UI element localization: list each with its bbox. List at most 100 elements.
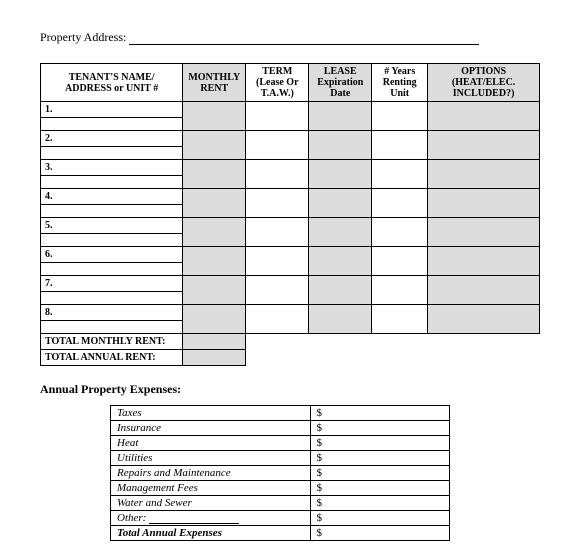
total-annual-row: TOTAL ANNUAL RENT: [41,350,540,366]
cell-rent[interactable] [183,305,246,334]
cell-options[interactable] [428,276,540,305]
total-monthly-row: TOTAL MONTHLY RENT: [41,334,540,350]
cell-rent[interactable] [183,189,246,218]
cell-options[interactable] [428,247,540,276]
cell-term[interactable] [246,102,309,131]
tenant-table: TENANT'S NAME/ ADDRESS or UNIT # MONTHLY… [40,63,540,366]
cell-years[interactable] [372,102,428,131]
expense-row: Utilities$ [111,451,450,466]
tenant-row-3: 3. [41,160,540,176]
row-number: 1. [41,102,183,118]
expense-amount[interactable]: $ [310,406,449,421]
cell-lease[interactable] [309,160,372,189]
expense-amount[interactable]: $ [310,421,449,436]
cell-options[interactable] [428,131,540,160]
tenant-name-cell[interactable] [41,205,183,218]
col-header-lease: LEASE Expiration Date [309,64,372,102]
cell-years[interactable] [372,160,428,189]
expense-amount[interactable]: $ [310,511,449,526]
cell-years[interactable] [372,189,428,218]
tenant-name-cell[interactable] [41,292,183,305]
col-header-options: OPTIONS (HEAT/ELEC. INCLUDED?) [428,64,540,102]
col-header-years: # Years Renting Unit [372,64,428,102]
cell-lease[interactable] [309,189,372,218]
cell-term[interactable] [246,189,309,218]
cell-term[interactable] [246,276,309,305]
total-annual-value[interactable] [183,350,246,366]
expense-total-label: Total Annual Expenses [111,526,311,541]
expense-row: Heat$ [111,436,450,451]
tenant-name-cell[interactable] [41,118,183,131]
expense-label: Management Fees [111,481,311,496]
tenant-row-5: 5. [41,218,540,234]
expense-label: Utilities [111,451,311,466]
tenant-name-cell[interactable] [41,321,183,334]
expense-row: Management Fees$ [111,481,450,496]
expense-row: Repairs and Maintenance$ [111,466,450,481]
cell-years[interactable] [372,305,428,334]
col-header-term: TERM (Lease Or T.A.W.) [246,64,309,102]
tenant-row-6: 6. [41,247,540,263]
expense-amount[interactable]: $ [310,496,449,511]
cell-rent[interactable] [183,218,246,247]
expense-label: Insurance [111,421,311,436]
cell-term[interactable] [246,160,309,189]
expense-total-amount[interactable]: $ [310,526,449,541]
expense-row-other: Other: $ [111,511,450,526]
cell-term[interactable] [246,247,309,276]
tenant-name-cell[interactable] [41,234,183,247]
cell-lease[interactable] [309,247,372,276]
row-number: 6. [41,247,183,263]
cell-rent[interactable] [183,276,246,305]
cell-lease[interactable] [309,276,372,305]
cell-options[interactable] [428,218,540,247]
row-number: 3. [41,160,183,176]
cell-rent[interactable] [183,131,246,160]
property-address-blank[interactable] [129,33,479,45]
cell-options[interactable] [428,189,540,218]
total-monthly-value[interactable] [183,334,246,350]
expense-amount[interactable]: $ [310,451,449,466]
tenant-name-cell[interactable] [41,263,183,276]
row-number: 2. [41,131,183,147]
cell-options[interactable] [428,102,540,131]
expense-label: Heat [111,436,311,451]
cell-lease[interactable] [309,102,372,131]
col-header-rent: MONTHLY RENT [183,64,246,102]
expense-amount[interactable]: $ [310,466,449,481]
cell-rent[interactable] [183,247,246,276]
expense-other-label: Other: [111,511,311,526]
expense-amount[interactable]: $ [310,436,449,451]
cell-term[interactable] [246,305,309,334]
cell-term[interactable] [246,218,309,247]
cell-lease[interactable] [309,218,372,247]
cell-rent[interactable] [183,102,246,131]
cell-years[interactable] [372,247,428,276]
tenant-name-cell[interactable] [41,147,183,160]
expense-label: Taxes [111,406,311,421]
expense-label: Water and Sewer [111,496,311,511]
expense-row: Insurance$ [111,421,450,436]
cell-options[interactable] [428,305,540,334]
row-number: 7. [41,276,183,292]
tenant-name-cell[interactable] [41,176,183,189]
row-number: 8. [41,305,183,321]
cell-options[interactable] [428,160,540,189]
cell-years[interactable] [372,276,428,305]
cell-years[interactable] [372,218,428,247]
cell-rent[interactable] [183,160,246,189]
total-annual-label: TOTAL ANNUAL RENT: [41,350,183,366]
row-number: 4. [41,189,183,205]
expense-other-blank[interactable] [149,514,239,524]
expenses-table: Taxes$ Insurance$ Heat$ Utilities$ Repai… [110,405,450,541]
cell-lease[interactable] [309,131,372,160]
cell-term[interactable] [246,131,309,160]
property-address-field: Property Address: [40,30,555,45]
cell-lease[interactable] [309,305,372,334]
property-address-label: Property Address: [40,30,126,45]
col-header-tenant: TENANT'S NAME/ ADDRESS or UNIT # [41,64,183,102]
cell-years[interactable] [372,131,428,160]
expense-amount[interactable]: $ [310,481,449,496]
tenant-row-8: 8. [41,305,540,321]
expenses-title: Annual Property Expenses: [40,382,555,397]
